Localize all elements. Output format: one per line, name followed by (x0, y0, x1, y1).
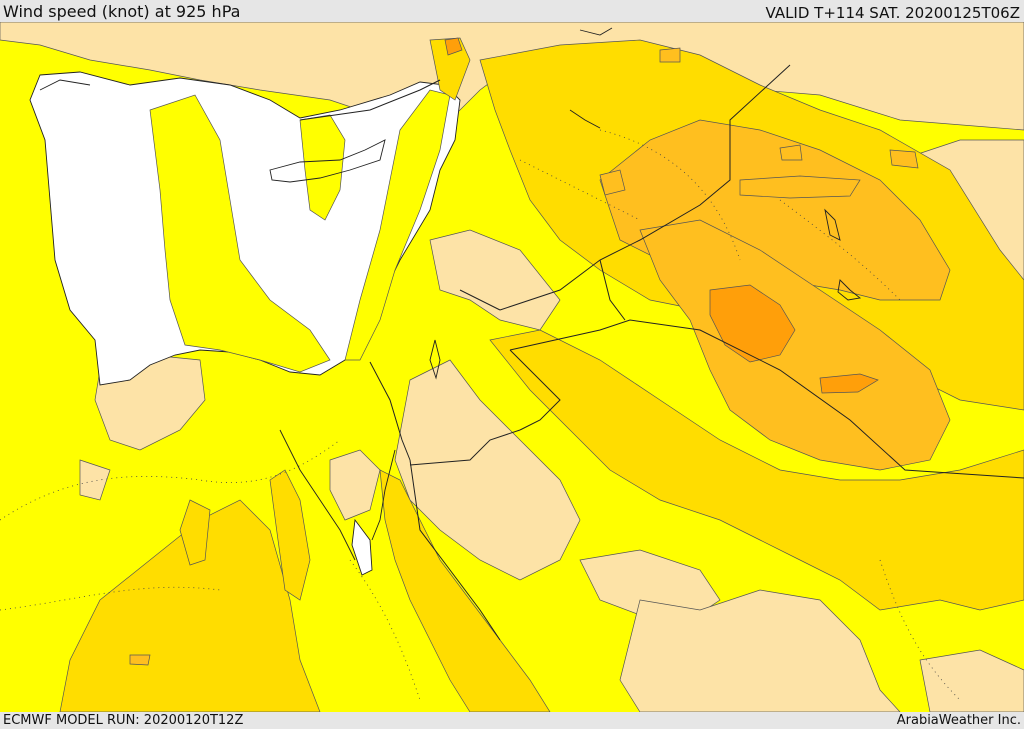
dotted-lines (0, 129, 961, 701)
wind-band-mid-sea (149, 89, 451, 373)
credit: ArabiaWeather Inc. (896, 713, 1021, 728)
footer-bar: ECMWF MODEL RUN: 20200120T12Z ArabiaWeat… (0, 712, 1024, 729)
country-borders (299, 64, 1024, 641)
wind-field-svg (0, 22, 1024, 712)
map-title: Wind speed (knot) at 925 hPa (3, 2, 241, 21)
model-run: ECMWF MODEL RUN: 20200120T12Z (3, 713, 244, 728)
wind-band-higher (129, 47, 951, 666)
wind-map (0, 22, 1024, 712)
header-bar: Wind speed (knot) at 925 hPa VALID T+114… (0, 0, 1024, 22)
coastlines (39, 27, 862, 561)
sea-area (29, 71, 461, 576)
wind-band-highest (444, 37, 879, 394)
valid-time: VALID T+114 SAT. 20200125T06Z (765, 4, 1020, 22)
